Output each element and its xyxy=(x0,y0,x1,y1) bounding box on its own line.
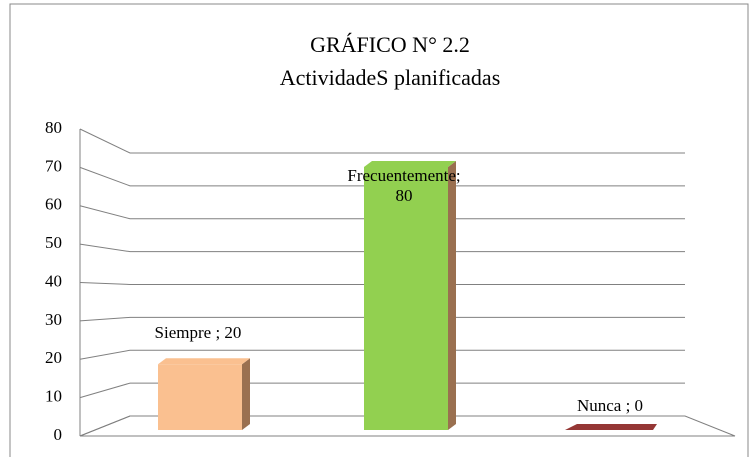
y-tick-label: 20 xyxy=(45,348,62,367)
y-tick-label: 0 xyxy=(54,425,63,444)
grid-line xyxy=(79,128,685,154)
bar-top xyxy=(364,161,456,167)
grid-line xyxy=(79,205,685,220)
y-tick-label: 10 xyxy=(45,387,62,406)
data-label-box: Frecuentemente; 80 xyxy=(347,166,461,205)
y-tick-label: 50 xyxy=(45,233,62,252)
grid-line xyxy=(79,316,685,322)
bar-side xyxy=(242,358,250,430)
y-tick-label: 60 xyxy=(45,195,62,214)
grid-line xyxy=(79,282,685,285)
y-tick-label: 80 xyxy=(45,118,62,137)
grid-line xyxy=(79,243,685,253)
y-tick-label: 40 xyxy=(45,271,62,290)
bar xyxy=(364,167,448,430)
bar xyxy=(158,364,242,430)
grid-line xyxy=(79,166,685,187)
data-label-box: Nunca ; 0 xyxy=(576,396,644,415)
chart-subtitle: ActividadeS planificadas xyxy=(280,65,501,90)
data-label: Frecuentemente; 80 xyxy=(347,166,461,205)
grid-line xyxy=(79,415,685,437)
chart-title: GRÁFICO N° 2.2 xyxy=(310,32,470,57)
bar xyxy=(565,424,657,430)
grid-line xyxy=(79,349,685,360)
data-label: Siempre ; 20 xyxy=(154,323,242,342)
bar-top xyxy=(158,358,250,365)
bar-side xyxy=(448,161,456,430)
data-label: Nunca ; 0 xyxy=(576,396,644,415)
data-label-box: Siempre ; 20 xyxy=(154,323,242,342)
y-tick-label: 30 xyxy=(45,310,62,329)
grid-line xyxy=(79,382,685,399)
y-tick-label: 70 xyxy=(45,156,62,175)
